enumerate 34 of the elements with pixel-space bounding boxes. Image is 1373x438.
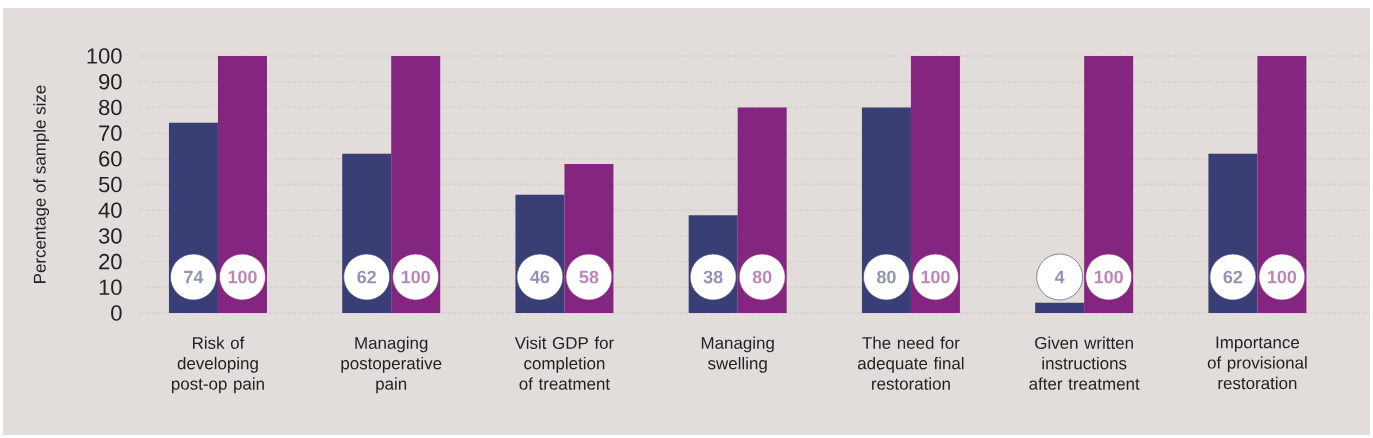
data-label: 80 (752, 270, 772, 284)
x-tick-label: Given written instructions after treatment (1029, 336, 1140, 390)
y-tick-label: 20 (99, 253, 122, 270)
y-tick-label: 80 (99, 99, 122, 116)
y-tick-label: 0 (111, 305, 122, 321)
data-label: 38 (703, 270, 723, 284)
x-tick-label: Managing postoperative pain (341, 336, 442, 394)
y-tick-label: 70 (99, 125, 122, 141)
y-tick-label: 10 (99, 279, 122, 296)
data-label: 100 (401, 270, 430, 284)
x-tick-label: The need for adequate final restoration (857, 336, 964, 390)
x-tick-label: Visit GDP for completion of treatment (514, 336, 614, 390)
data-label: 4 (1054, 270, 1065, 284)
data-label: 46 (530, 270, 550, 284)
y-tick-label: 40 (98, 202, 122, 218)
data-label: 58 (579, 270, 599, 284)
data-label: 62 (1223, 270, 1243, 284)
data-label: 100 (1094, 270, 1123, 284)
data-label: 100 (1268, 270, 1297, 284)
data-label: 80 (877, 270, 896, 284)
bar (1035, 302, 1085, 313)
x-tick-label: Importance of provisional restoration (1207, 336, 1307, 390)
y-tick-label: 100 (87, 48, 122, 64)
data-label: 100 (228, 270, 257, 284)
y-tick-label: 90 (99, 73, 122, 90)
data-label: 100 (921, 270, 950, 284)
x-tick-label: Managing swelling (701, 336, 774, 373)
x-tick-label: Risk of developing post-op pain (171, 336, 264, 394)
y-axis-title: Percentage of sample size (33, 85, 50, 283)
y-tick-label: 60 (99, 151, 122, 167)
y-tick-label: 30 (98, 228, 122, 244)
y-tick-label: 50 (98, 176, 122, 193)
data-label: 74 (184, 270, 204, 284)
data-label: 62 (357, 270, 376, 284)
